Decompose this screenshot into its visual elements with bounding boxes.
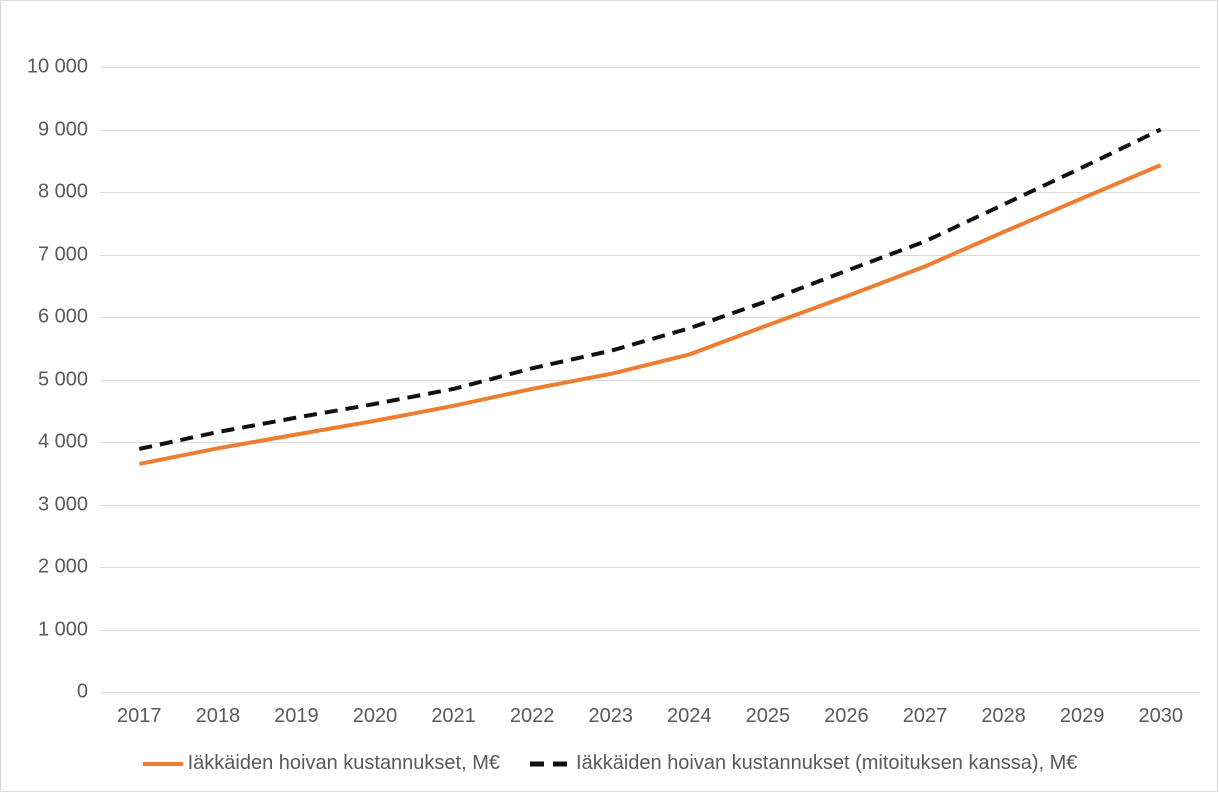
y-axis-tick-label: 6 000 [37,305,88,328]
solid-line-swatch [142,761,183,766]
x-axis-tick-label: 2019 [274,705,319,727]
x-axis-tick-label: 2021 [431,705,476,727]
x-axis-tick-label: 2026 [824,705,869,727]
x-axis-tick-label: 2018 [195,705,241,727]
x-axis-tick-label: 2028 [981,705,1026,727]
y-axis-tick-label: 10 000 [26,55,88,78]
y-axis-tick-label: 4 000 [37,430,88,453]
y-axis-tick-label: 9 000 [37,118,88,140]
legend: Iäkkäiden hoivan kustannukset, M€ Iäkkäi… [0,752,1219,775]
gridline [100,317,1200,318]
x-axis-tick-label: 2024 [667,705,712,727]
y-axis-tick-label: 0 [76,680,88,703]
gridline [100,629,1200,631]
x-axis-tick-label: 2023 [588,705,633,727]
legend-label-costs-mitoitus: Iäkkäiden hoivan kustannukset (mitoituks… [576,752,1078,774]
gridline [100,379,1200,381]
y-axis-tick-label: 3 000 [37,493,88,515]
gridline [100,254,1200,256]
y-axis-tick-label: 7 000 [37,243,88,265]
gridline [100,67,1200,68]
gridline [100,567,1200,568]
gridline [100,129,1200,131]
x-axis-tick-label: 2017 [117,705,162,727]
x-axis-tick-label: 2020 [352,705,398,727]
gridline [100,442,1200,443]
series-line-1 [138,127,1162,451]
y-axis-tick-label: 1 000 [37,618,88,640]
series-line-0 [138,163,1162,466]
x-axis-tick-label: 2022 [509,705,555,727]
legend-label-costs: Iäkkäiden hoivan kustannukset, M€ [187,752,501,774]
y-axis-tick-label: 5 000 [37,368,88,390]
gridline [100,192,1200,193]
y-axis-tick-label: 2 000 [37,555,88,578]
legend-item-costs: Iäkkäiden hoivan kustannukset, M€ [142,752,500,775]
y-axis-tick-label: 8 000 [37,180,88,203]
x-axis-tick-label: 2027 [902,705,948,727]
x-axis-tick-label: 2029 [1059,705,1105,727]
gridline [100,692,1200,693]
x-axis-tick-label: 2025 [745,705,791,727]
gridline [100,504,1200,506]
x-axis-tick-label: 2030 [1138,705,1183,727]
dashed-line-swatch [530,761,573,766]
legend-item-costs-mitoitus: Iäkkäiden hoivan kustannukset (mitoituks… [530,752,1077,775]
